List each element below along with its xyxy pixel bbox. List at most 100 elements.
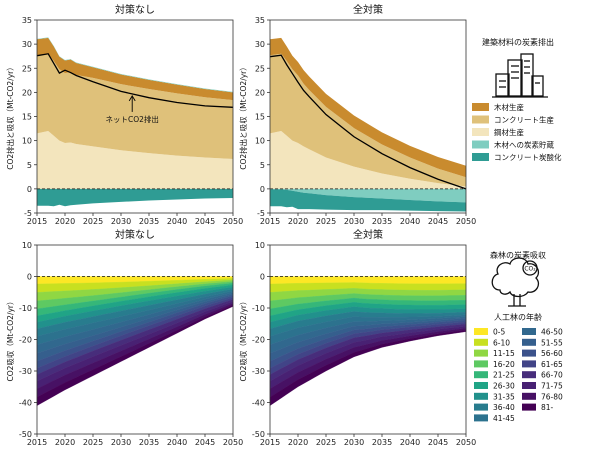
age-label-16-20: 16-20 [493,360,515,369]
x-tick-label: 2045 [195,217,215,226]
x-tick-label: 2025 [83,438,103,447]
age-label-46-50: 46-50 [541,328,563,337]
plot-frame [36,19,234,214]
building-icon [492,53,548,98]
age-swatch-6-10 [474,338,488,346]
y-tick-label: 35 [255,16,265,25]
x-tick-label: 2035 [372,217,392,226]
y-tick-label: -10 [19,304,32,313]
y-tick-label: 10 [22,137,32,146]
x-tick-label: 2040 [400,217,420,226]
annotation-net-co2: ネットCO2排出 [105,114,158,124]
area-wood [37,37,233,101]
y-axis-label: CO2吸収（Mt-CO2/yr） [239,298,248,382]
legend-label-concrete-carbonation: コンクリート炭酸化 [494,152,562,162]
absorption-legend-title: 森林の炭素吸収 [490,250,546,260]
legend-swatch-wood [472,103,489,111]
y-tick-label: -40 [19,399,32,408]
age-label-41-45: 41-45 [493,414,515,423]
x-tick-label: 2015 [27,217,47,226]
age-swatch-31-35 [474,392,488,400]
area-wood [270,37,466,178]
y-tick-label: 15 [255,113,265,122]
x-tick-label: 2020 [55,217,75,226]
age-label-81-plus: 81- [541,403,554,412]
x-tick-label: 2035 [139,217,159,226]
panel-title: 対策なし [115,3,155,16]
y-tick-label: 0 [27,185,32,194]
x-tick-label: 2050 [223,217,243,226]
age-swatch-46-50 [522,328,536,335]
net-emission-line [36,53,234,108]
age-swatch-76-80 [522,392,536,400]
y-tick-label: 10 [22,241,32,250]
x-tick-label: 2030 [344,438,364,447]
age-label-26-30: 26-30 [493,382,515,391]
plot-frame [36,244,234,435]
y-tick-label: 25 [255,64,265,73]
area-wood-storage [270,188,466,203]
y-tick-label: -20 [252,336,265,345]
y-tick-label: 30 [255,40,265,49]
age-swatch-71-75 [522,382,536,389]
age-label-61-65: 61-65 [541,360,563,369]
age-label-76-80: 76-80 [541,392,563,401]
x-tick-label: 2015 [27,438,47,447]
area-concrete [37,53,233,159]
y-tick-label: 30 [22,40,32,49]
x-tick-label: 2020 [288,438,308,447]
y-tick-label: 10 [255,241,265,250]
age-label-21-25: 21-25 [493,371,515,380]
y-tick-label: -30 [19,367,32,376]
y-tick-label: -50 [19,430,32,439]
legend-swatch-concrete-carbonation [472,153,489,161]
y-tick-label: 20 [255,88,265,97]
panel-title: 全対策 [353,228,383,241]
area-concrete-carbonation [270,189,466,212]
age-swatch-51-55 [522,338,536,346]
x-tick-label: 2015 [260,217,280,226]
y-tick-label: -5 [24,209,32,218]
x-tick-label: 2030 [111,438,131,447]
age-swatch-26-30 [474,382,488,389]
y-tick-label: -50 [252,430,265,439]
y-tick-label: 25 [22,64,32,73]
y-tick-label: 35 [22,16,32,25]
co2-icon-label: CO₂ [524,266,536,273]
area-concrete [270,53,466,187]
y-tick-label: 20 [22,88,32,97]
x-tick-label: 2030 [111,217,131,226]
legend-swatch-wood-storage [472,140,489,149]
age-swatch-41-45 [474,414,488,422]
net-emission-line [269,54,467,190]
legend-label-steel: 鋼材生産 [494,127,524,137]
y-tick-label: 5 [27,161,32,170]
y-tick-label: 10 [255,137,265,146]
age-label-51-55: 51-55 [541,338,563,347]
x-tick-label: 2020 [55,438,75,447]
x-tick-label: 2025 [316,217,336,226]
x-tick-label: 2040 [400,438,420,447]
legend-label-concrete: コンクリート生産 [494,115,554,125]
x-tick-label: 2035 [372,438,392,447]
y-tick-label: 15 [22,113,32,122]
x-tick-label: 2045 [195,438,215,447]
age-swatch-56-60 [522,349,536,357]
x-tick-label: 2020 [288,217,308,226]
plot-frame [269,244,467,435]
age-label-31-35: 31-35 [493,392,515,401]
x-tick-label: 2015 [260,438,280,447]
age-swatch-16-20 [474,360,488,368]
y-tick-label: -20 [19,336,32,345]
y-tick-label: 0 [260,273,265,282]
y-tick-label: 0 [260,185,265,194]
y-tick-label: -5 [257,209,265,218]
absorption-legend: 森林の炭素吸収 CO₂ 人工林の年齢 0-56-10 11-15 16-20 21-25 26… [474,250,563,423]
legend-label-wood-storage: 木材への炭素貯蔵 [494,140,554,150]
age-swatch-11-15 [474,349,488,357]
panel-bottom-left: -50 -40 -30 -20 -10 0 10 2015 2020 2025 2030 2035 20… [6,228,243,447]
